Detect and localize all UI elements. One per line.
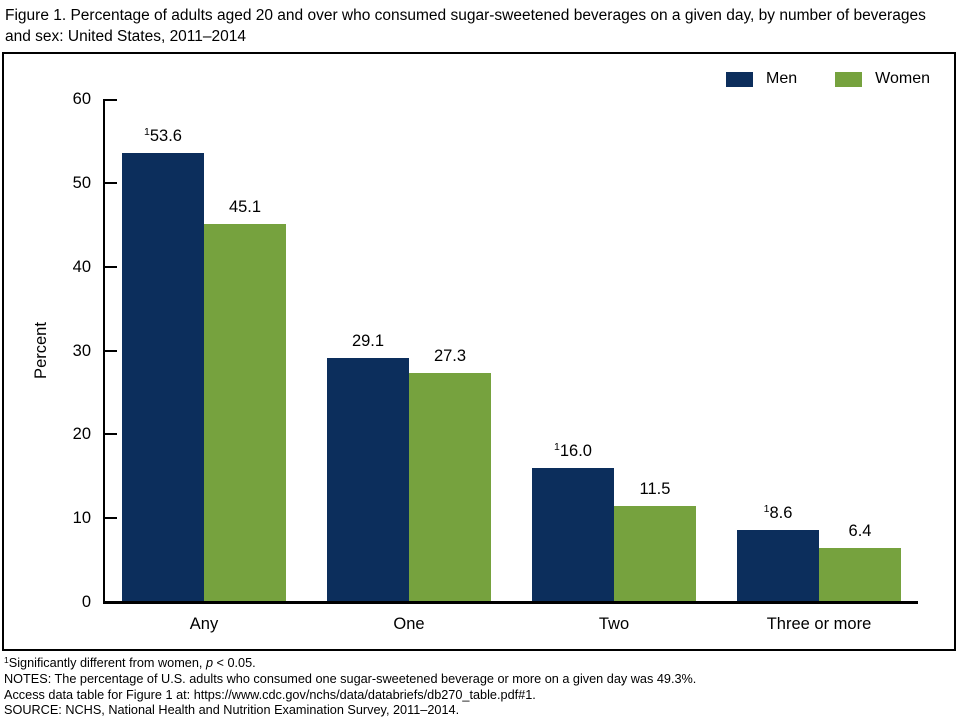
footnote-p: p xyxy=(205,656,214,670)
significance-marker: 1 xyxy=(763,502,770,515)
y-axis xyxy=(103,99,105,602)
footnotes: 1Significantly different from women, p <… xyxy=(4,656,954,719)
legend-label-men: Men xyxy=(766,70,798,87)
footnote-post: < 0.05. xyxy=(213,656,256,670)
legend: Men Women xyxy=(726,70,930,88)
y-tick-label: 0 xyxy=(81,593,91,611)
y-tick-mark xyxy=(105,433,117,436)
legend-item-women: Women xyxy=(835,70,930,88)
y-tick-label: 10 xyxy=(72,509,91,528)
bar-value-label: 18.6 xyxy=(763,502,793,522)
chart-frame: Men Women Percent 0 10 20 30 40 50 60 153.6 45.… xyxy=(2,52,956,651)
footnote-access: Access data table for Figure 1 at: https… xyxy=(4,687,536,702)
legend-label-women: Women xyxy=(875,70,930,87)
footnote-significance: 1Significantly different from women, p <… xyxy=(4,656,954,672)
category-label: Two xyxy=(598,615,630,633)
men-color-swatch xyxy=(726,71,754,87)
significance-marker: 1 xyxy=(144,125,150,138)
bar-value-label: 116.0 xyxy=(554,440,592,460)
y-tick-label: 50 xyxy=(72,173,91,192)
bar-value-label: 45.1 xyxy=(228,197,262,216)
bar-women xyxy=(409,373,491,602)
category-label: Any xyxy=(189,615,219,633)
y-tick-label: 40 xyxy=(72,257,91,276)
category-label: Three or more xyxy=(766,615,872,633)
y-tick-mark xyxy=(105,265,117,268)
category-label: One xyxy=(393,615,425,633)
y-tick-label: 60 xyxy=(72,90,91,108)
bar-value-label: 27.3 xyxy=(433,347,467,366)
footnote-notes: NOTES: The percentage of U.S. adults who… xyxy=(4,671,697,686)
footnote-pre: Significantly different from women, xyxy=(8,656,206,670)
bar-value-label: 29.1 xyxy=(351,332,385,351)
significance-marker: 1 xyxy=(554,440,560,453)
y-tick-mark xyxy=(105,517,117,520)
legend-item-men: Men xyxy=(726,70,797,88)
y-tick-label: 30 xyxy=(72,341,91,360)
bar-value-label: 153.6 xyxy=(144,125,182,145)
bar-men xyxy=(737,529,819,602)
y-axis-title: Percent xyxy=(31,99,51,602)
plot-area: Percent 0 10 20 30 40 50 60 153.6 45.1 Any 29.1 27… xyxy=(32,90,918,633)
bar-men xyxy=(122,152,204,602)
bar-men xyxy=(327,358,409,602)
bar-women xyxy=(204,223,286,602)
y-tick-label: 20 xyxy=(72,425,91,444)
bar-men xyxy=(532,467,614,602)
women-color-swatch xyxy=(835,71,863,87)
y-tick-mark xyxy=(105,99,117,101)
bar-women xyxy=(614,505,696,602)
bar-group-three-or-more: 18.6 6.4 Three or more xyxy=(737,99,901,633)
bar-value-label: 6.4 xyxy=(848,522,872,541)
footnote-sup: 1 xyxy=(4,655,9,665)
bar-value-label: 11.5 xyxy=(639,479,671,498)
bar-groups: 153.6 45.1 Any 29.1 27.3 One 116.0 11.5 Two 18.6 6… xyxy=(122,99,901,633)
y-tick-mark xyxy=(105,181,117,184)
footnote-source: SOURCE: NCHS, National Health and Nutrit… xyxy=(4,703,460,718)
y-axis-title-text: Percent xyxy=(31,322,50,379)
bar-group-two: 116.0 11.5 Two xyxy=(532,99,696,633)
bar-group-any: 153.6 45.1 Any xyxy=(122,99,286,633)
x-axis xyxy=(103,601,918,604)
bar-group-one: 29.1 27.3 One xyxy=(327,99,491,633)
bar-women xyxy=(819,548,901,602)
y-tick-mark xyxy=(105,349,117,352)
figure-title: Figure 1. Percentage of adults aged 20 a… xyxy=(5,7,926,45)
